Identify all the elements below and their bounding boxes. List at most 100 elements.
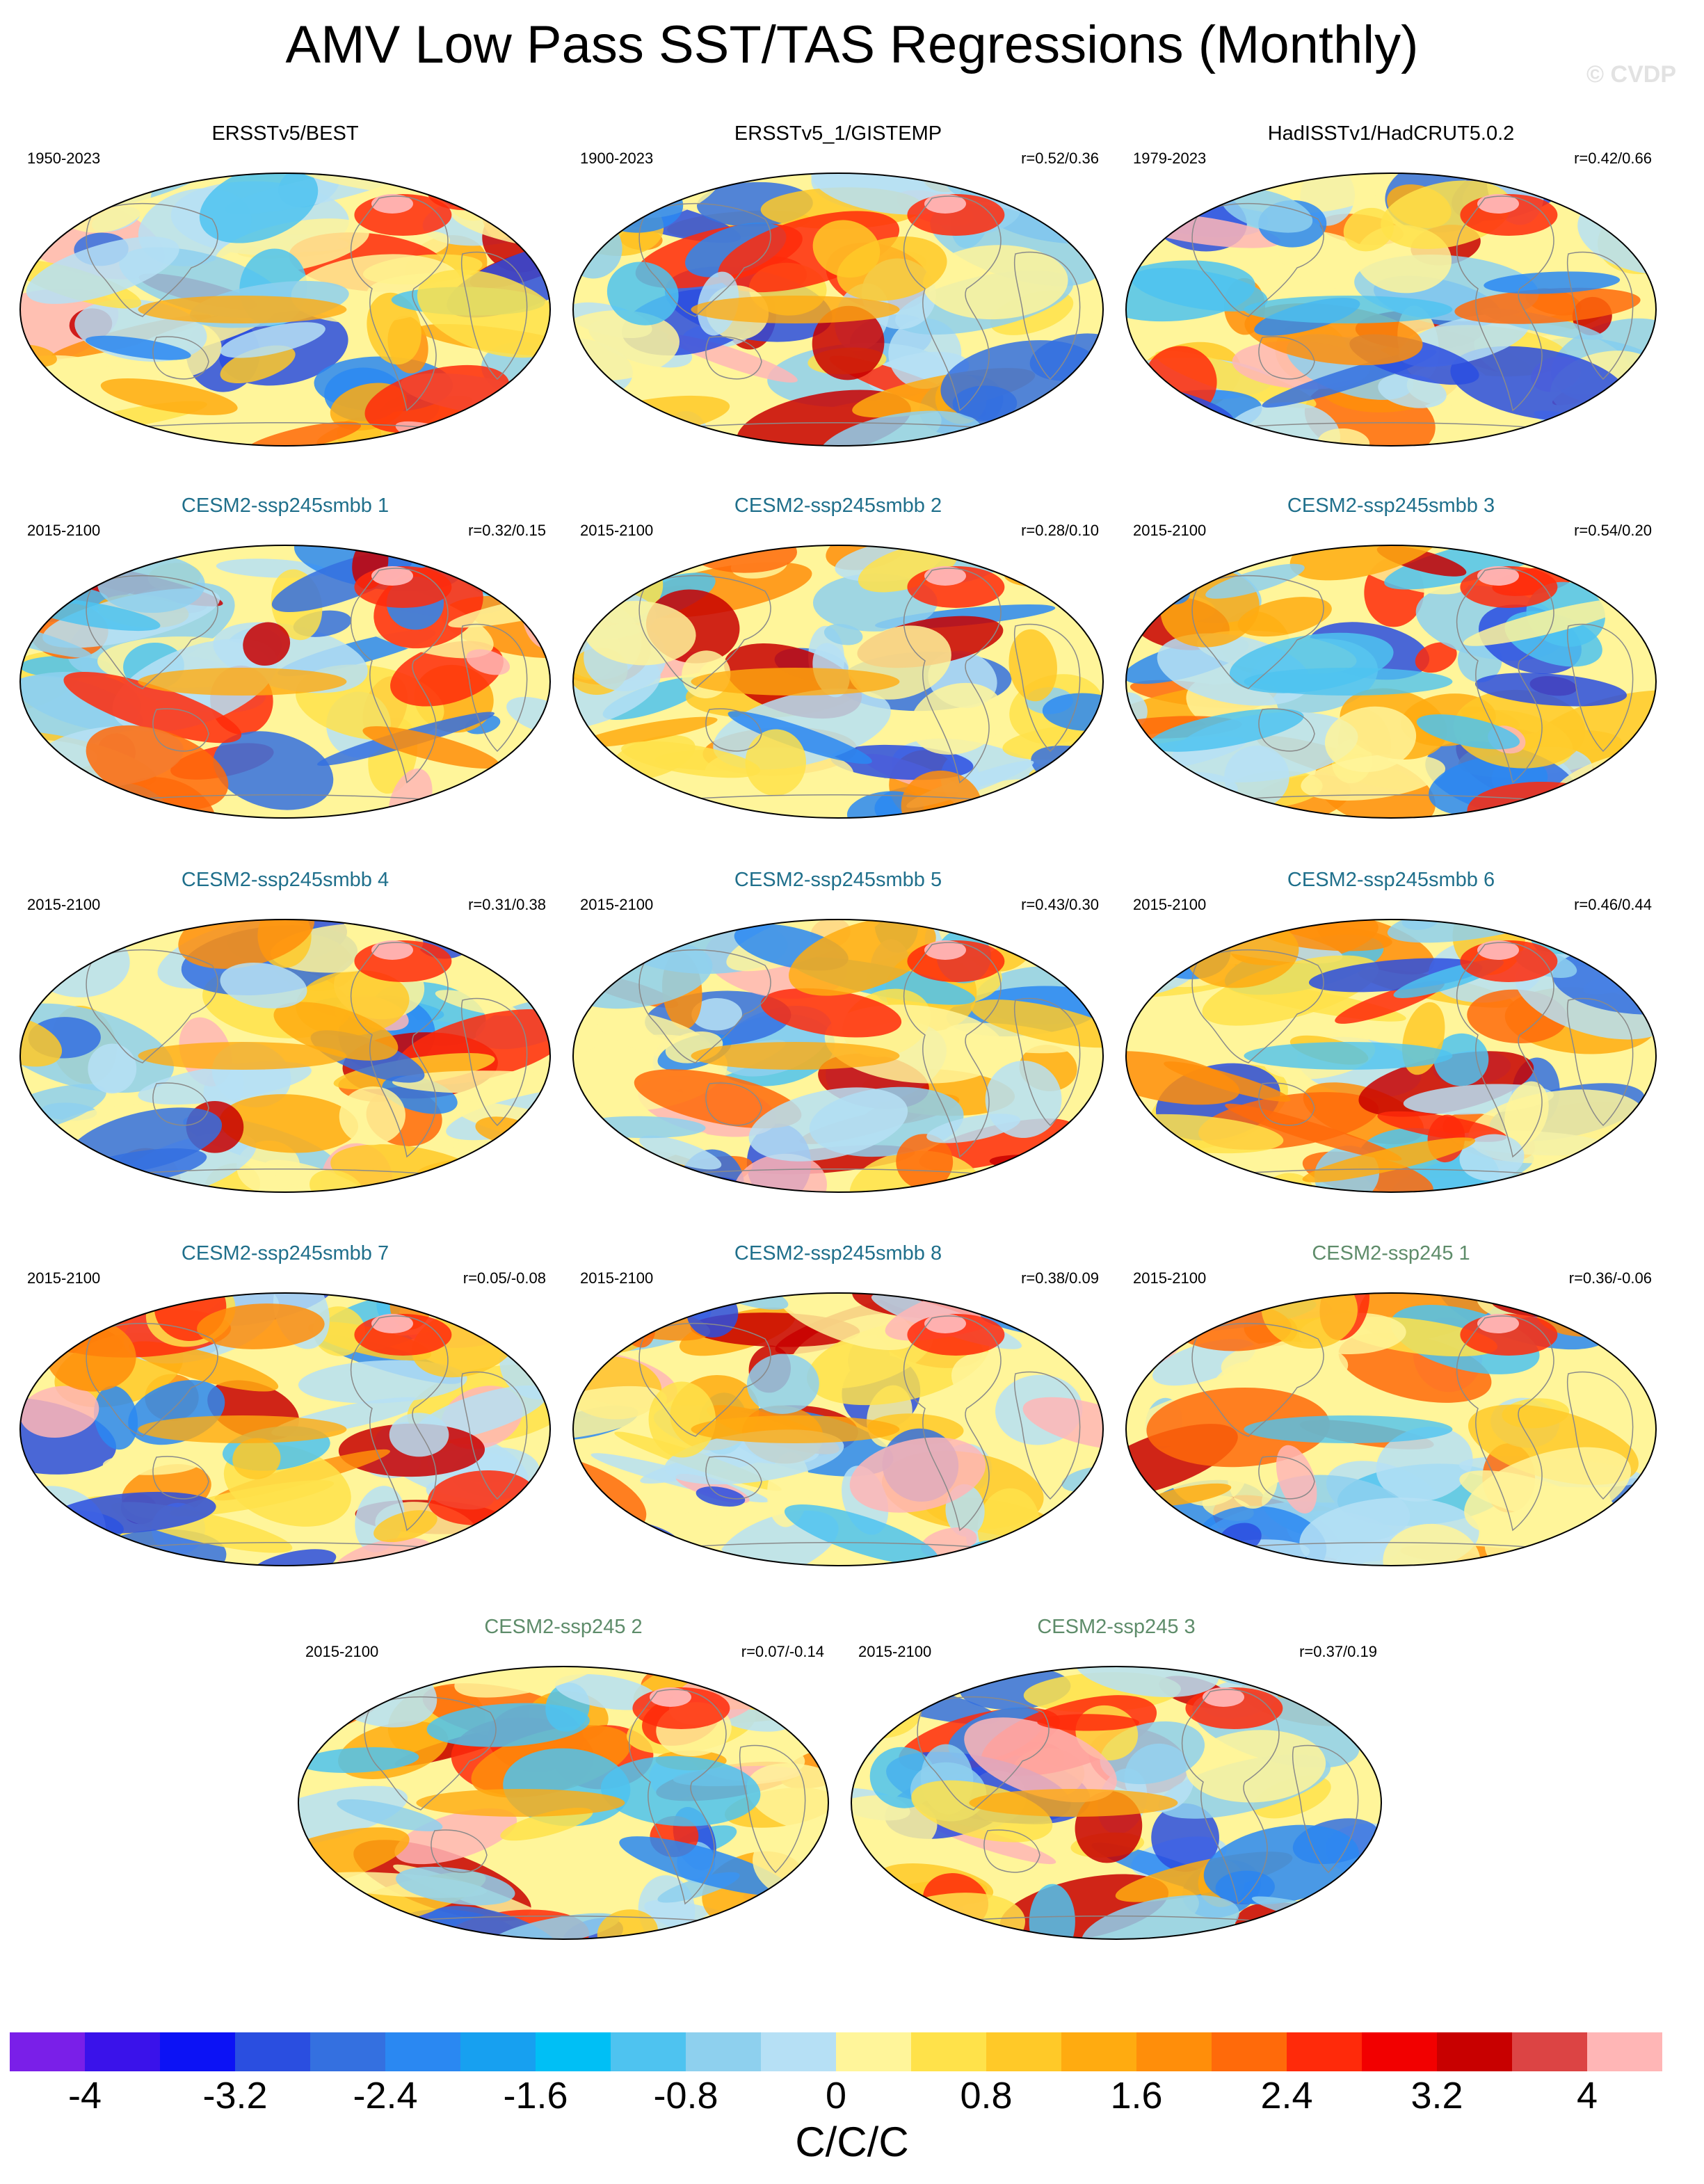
map-panel: CESM2-ssp245 2 2015-2100 r=0.07/-0.14 (296, 1615, 831, 1984)
panel-correlation: r=0.36/-0.06 (1568, 1269, 1652, 1287)
colorbar-tick-label: 4 (1576, 2075, 1598, 2117)
map-panel: CESM2-ssp245 1 2015-2100 r=0.36/-0.06 (1123, 1242, 1659, 1610)
world-map (572, 172, 1104, 447)
panel-period: 2015-2100 (580, 1269, 654, 1287)
colorbar-swatch (1362, 2032, 1438, 2071)
map-panel: HadISSTv1/HadCRUT5.0.2 1979-2023 r=0.42/… (1123, 122, 1659, 490)
colorbar-tick-label: 1.6 (1110, 2075, 1163, 2117)
colorbar-swatch (1437, 2032, 1513, 2071)
panel-period: 2015-2100 (580, 522, 654, 539)
panel-period: 1950-2023 (27, 150, 101, 167)
world-map (19, 919, 551, 1193)
map-panel: ERSSTv5/BEST 1950-2023 (17, 122, 553, 490)
map-panel: CESM2-ssp245 3 2015-2100 r=0.37/0.19 (849, 1615, 1384, 1984)
map-panel: CESM2-ssp245smbb 7 2015-2100 r=0.05/-0.0… (17, 1242, 553, 1610)
panel-title: CESM2-ssp245 3 (1037, 1616, 1196, 1638)
colorbar-swatch (836, 2032, 912, 2071)
colorbar-tick-label: -1.6 (503, 2075, 568, 2117)
colorbar-swatch (986, 2032, 1062, 2071)
panel-title: CESM2-ssp245smbb 4 (181, 869, 389, 891)
colorbar-tick-label: -3.2 (202, 2075, 268, 2117)
panel-correlation: r=0.54/0.20 (1574, 522, 1652, 539)
panel-title: CESM2-ssp245smbb 2 (734, 495, 942, 517)
world-map (19, 545, 551, 819)
colorbar-swatch (1287, 2032, 1363, 2071)
world-map (572, 919, 1104, 1193)
map-panel: CESM2-ssp245smbb 6 2015-2100 r=0.46/0.44 (1123, 868, 1659, 1237)
panel-period: 2015-2100 (1133, 896, 1207, 913)
panel-correlation: r=0.52/0.36 (1021, 150, 1099, 167)
panel-title: CESM2-ssp245smbb 1 (181, 495, 389, 517)
panel-correlation: r=0.43/0.30 (1021, 896, 1099, 913)
colorbar-tick-label: 0 (825, 2075, 847, 2117)
colorbar-swatch (1061, 2032, 1137, 2071)
panel-period: 2015-2100 (580, 896, 654, 913)
colorbar-swatch (911, 2032, 987, 2071)
panel-period: 2015-2100 (27, 522, 101, 539)
colorbar (10, 2032, 1662, 2071)
colorbar-units: C/C/C (795, 2119, 909, 2165)
panel-period: 2015-2100 (305, 1643, 379, 1660)
panel-correlation: r=0.38/0.09 (1021, 1269, 1099, 1287)
colorbar-swatch (10, 2032, 86, 2071)
world-map (1125, 545, 1657, 819)
map-panel: CESM2-ssp245smbb 4 2015-2100 r=0.31/0.38 (17, 868, 553, 1237)
panel-correlation: r=0.31/0.38 (468, 896, 546, 913)
panel-correlation: r=0.37/0.19 (1299, 1643, 1377, 1660)
colorbar-swatch (85, 2032, 161, 2071)
panel-title: CESM2-ssp245 2 (484, 1616, 643, 1638)
panel-title: ERSSTv5_1/GISTEMP (734, 122, 942, 145)
panel-period: 2015-2100 (27, 1269, 101, 1287)
map-panel: ERSSTv5_1/GISTEMP 1900-2023 r=0.52/0.36 (570, 122, 1106, 490)
panel-period: 2015-2100 (1133, 522, 1207, 539)
colorbar-swatch (761, 2032, 837, 2071)
panel-title: CESM2-ssp245 1 (1312, 1242, 1470, 1264)
map-panel: CESM2-ssp245smbb 8 2015-2100 r=0.38/0.09 (570, 1242, 1106, 1610)
world-map (19, 172, 551, 447)
colorbar-swatch (536, 2032, 611, 2071)
panel-title: CESM2-ssp245smbb 7 (181, 1242, 389, 1264)
world-map (1125, 1292, 1657, 1566)
world-map (19, 1292, 551, 1566)
map-panel: CESM2-ssp245smbb 3 2015-2100 r=0.54/0.20 (1123, 494, 1659, 862)
map-panel: CESM2-ssp245smbb 5 2015-2100 r=0.43/0.30 (570, 868, 1106, 1237)
world-map (298, 1666, 829, 1940)
world-map (572, 1292, 1104, 1566)
world-map (1125, 172, 1657, 447)
panel-period: 2015-2100 (1133, 1269, 1207, 1287)
map-panel: CESM2-ssp245smbb 2 2015-2100 r=0.28/0.10 (570, 494, 1106, 862)
colorbar-swatch (310, 2032, 386, 2071)
colorbar-tick-label: 3.2 (1410, 2075, 1463, 2117)
colorbar-tick-label: -2.4 (353, 2075, 418, 2117)
panel-title: CESM2-ssp245smbb 3 (1287, 495, 1495, 517)
watermark: © CVDP (1586, 61, 1676, 88)
colorbar-tick-labels: -4 -3.2 -2.4 -1.6 -0.8 0 0.8 1.6 2.4 3.2 4 (10, 2074, 1598, 2117)
colorbar-swatch (1587, 2032, 1662, 2071)
colorbar-swatch (1212, 2032, 1287, 2071)
panel-correlation: r=0.05/-0.08 (463, 1269, 546, 1287)
colorbar-swatch (611, 2032, 686, 2071)
panel-period: 1979-2023 (1133, 150, 1207, 167)
panel-correlation: r=0.46/0.44 (1574, 896, 1652, 913)
panel-correlation: r=0.32/0.15 (468, 522, 546, 539)
page-title: AMV Low Pass SST/TAS Regressions (Monthl… (285, 15, 1419, 74)
world-map (1125, 919, 1657, 1193)
panel-period: 2015-2100 (27, 896, 101, 913)
colorbar-tick-label: 0.8 (960, 2075, 1013, 2117)
world-map (572, 545, 1104, 819)
colorbar-swatch (1136, 2032, 1212, 2071)
panel-correlation: r=0.42/0.66 (1574, 150, 1652, 167)
panel-period: 1900-2023 (580, 150, 654, 167)
map-panel: CESM2-ssp245smbb 1 2015-2100 r=0.32/0.15 (17, 494, 553, 862)
colorbar-tick-label: 2.4 (1260, 2075, 1313, 2117)
panel-title: CESM2-ssp245smbb 5 (734, 869, 942, 891)
colorbar-swatch (460, 2032, 536, 2071)
colorbar-swatch (1512, 2032, 1588, 2071)
colorbar-swatch (385, 2032, 461, 2071)
panel-correlation: r=0.07/-0.14 (741, 1643, 824, 1660)
panel-title: CESM2-ssp245smbb 8 (734, 1242, 942, 1264)
panel-period: 2015-2100 (858, 1643, 932, 1660)
colorbar-tick-label: -4 (67, 2075, 102, 2117)
colorbar-swatch (235, 2032, 311, 2071)
panel-correlation: r=0.28/0.10 (1021, 522, 1099, 539)
